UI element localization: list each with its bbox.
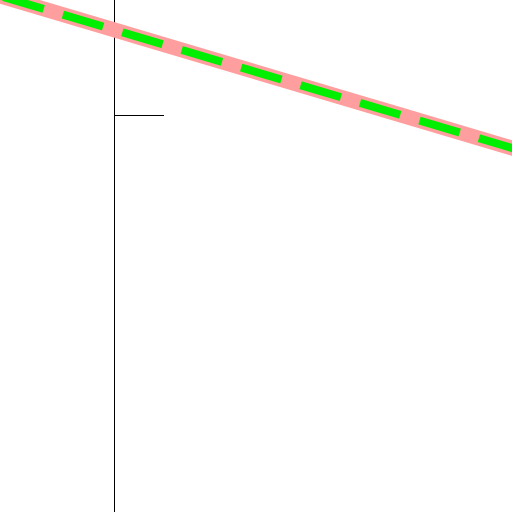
green-dashed-line: [0, 0, 512, 153]
